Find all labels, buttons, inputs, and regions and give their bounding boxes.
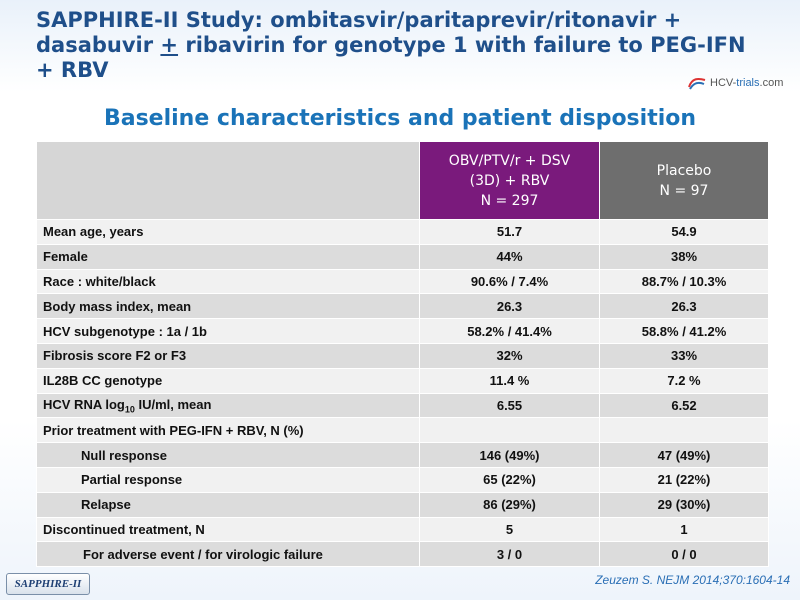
row-label: HCV RNA log10 IU/ml, mean — [36, 392, 420, 419]
table-row: Fibrosis score F2 or F3 32% 33% — [36, 342, 769, 369]
value-placebo: 0 / 0 — [599, 541, 769, 568]
table-row: Race : white/black 90.6% / 7.4% 88.7% / … — [36, 268, 769, 295]
table-row: Null response 146 (49%) 47 (49%) — [36, 442, 769, 468]
value-treatment: 44% — [419, 243, 600, 270]
table-row: Partial response 65 (22%) 21 (22%) — [36, 466, 769, 493]
value-placebo — [599, 417, 769, 444]
row-label: Race : white/black — [36, 268, 420, 295]
row-label: Relapse — [36, 491, 420, 518]
table-row: Relapse 86 (29%) 29 (30%) — [36, 491, 769, 518]
value-treatment: 58.2% / 41.4% — [419, 318, 600, 344]
header-band — [0, 0, 800, 92]
header-treatment-arm: OBV/PTV/r + DSV (3D) + RBV N = 297 — [419, 141, 600, 220]
row-label: Female — [36, 243, 420, 270]
row-label: Fibrosis score F2 or F3 — [36, 342, 420, 369]
hcv-trials-logo: HCV-trials.com — [688, 74, 783, 92]
value-placebo: 38% — [599, 243, 769, 270]
value-placebo: 29 (30%) — [599, 491, 769, 518]
value-treatment: 32% — [419, 342, 600, 369]
row-label: Partial response — [36, 466, 420, 493]
value-placebo: 58.8% / 41.2% — [599, 318, 769, 344]
row-label: For adverse event / for virologic failur… — [36, 541, 420, 568]
value-treatment: 146 (49%) — [419, 442, 600, 468]
value-treatment: 65 (22%) — [419, 466, 600, 493]
value-treatment: 6.55 — [419, 392, 600, 419]
table-row: HCV RNA log10 IU/ml, mean 6.55 6.52 — [36, 392, 769, 419]
row-label: Discontinued treatment, N — [36, 516, 420, 543]
table-row: Prior treatment with PEG-IFN + RBV, N (%… — [36, 417, 769, 444]
header-placebo-arm: Placebo N = 97 — [599, 141, 769, 220]
table-row: Mean age, years 51.7 54.9 — [36, 219, 769, 245]
study-badge: SAPPHIRE-II — [6, 573, 90, 595]
value-treatment: 26.3 — [419, 293, 600, 320]
value-placebo: 21 (22%) — [599, 466, 769, 493]
table-row: HCV subgenotype : 1a / 1b 58.2% / 41.4% … — [36, 318, 769, 344]
row-label: Null response — [36, 442, 420, 468]
table-row: Body mass index, mean 26.3 26.3 — [36, 293, 769, 320]
row-label: IL28B CC genotype — [36, 367, 420, 394]
value-placebo: 47 (49%) — [599, 442, 769, 468]
header-empty-cell — [36, 141, 420, 220]
value-treatment — [419, 417, 600, 444]
value-treatment: 5 — [419, 516, 600, 543]
value-placebo: 33% — [599, 342, 769, 369]
value-treatment: 51.7 — [419, 219, 600, 245]
logo-icon — [688, 77, 706, 90]
row-label: Mean age, years — [36, 219, 420, 245]
table-row: Discontinued treatment, N 5 1 — [36, 516, 769, 543]
table-row: Female 44% 38% — [36, 243, 769, 270]
value-placebo: 88.7% / 10.3% — [599, 268, 769, 295]
value-placebo: 54.9 — [599, 219, 769, 245]
section-subtitle: Baseline characteristics and patient dis… — [103, 106, 697, 131]
value-placebo: 1 — [599, 516, 769, 543]
citation: Zeuzem S. NEJM 2014;370:1604-14 — [595, 573, 790, 587]
table-row: For adverse event / for virologic failur… — [36, 541, 769, 568]
value-treatment: 86 (29%) — [419, 491, 600, 518]
value-treatment: 11.4 % — [419, 367, 600, 394]
value-treatment: 90.6% / 7.4% — [419, 268, 600, 295]
table-row: IL28B CC genotype 11.4 % 7.2 % — [36, 367, 769, 394]
logo-text: HCV-trials.com — [710, 77, 784, 89]
value-placebo: 7.2 % — [599, 367, 769, 394]
table-header-row: OBV/PTV/r + DSV (3D) + RBV N = 297 Place… — [36, 141, 769, 220]
value-placebo: 6.52 — [599, 392, 769, 419]
row-label: Prior treatment with PEG-IFN + RBV, N (%… — [36, 417, 420, 444]
value-placebo: 26.3 — [599, 293, 769, 320]
slide-title: SAPPHIRE-II Study: ombitasvir/paritaprev… — [36, 8, 746, 82]
row-label: Body mass index, mean — [36, 293, 420, 320]
baseline-table: OBV/PTV/r + DSV (3D) + RBV N = 297 Place… — [36, 141, 769, 568]
row-label: HCV subgenotype : 1a / 1b — [36, 318, 420, 344]
value-treatment: 3 / 0 — [419, 541, 600, 568]
